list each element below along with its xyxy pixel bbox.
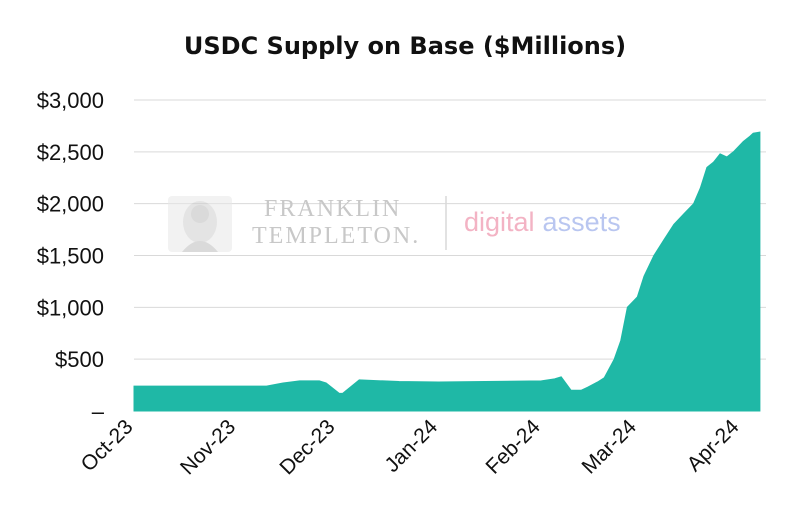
y-tick-label: $2,000 — [37, 192, 104, 217]
y-tick-label: $1,500 — [37, 244, 104, 269]
watermark-assets: assets — [543, 207, 621, 237]
franklin-logo-icon — [168, 196, 232, 252]
x-axis-ticks: Oct-23 Nov-23 Dec-23 Jan-24 Feb-24 Mar-24 Apr-… — [77, 415, 744, 479]
y-tick-label: $1,000 — [37, 295, 104, 320]
watermark-templeton: TEMPLETON. — [252, 223, 420, 249]
y-tick-label: $3,000 — [37, 88, 104, 113]
watermark: FRANKLIN TEMPLETON. digital assets — [168, 196, 621, 252]
y-tick-label: – — [92, 399, 105, 424]
x-tick-label: Oct-23 — [77, 415, 138, 476]
x-tick-label: Apr-24 — [683, 415, 744, 476]
y-tick-label: $2,500 — [37, 140, 104, 165]
watermark-digital: digital — [464, 207, 535, 237]
x-tick-label: Dec-23 — [275, 415, 339, 479]
x-tick-label: Mar-24 — [578, 415, 642, 479]
chart-title: USDC Supply on Base ($Millions) — [184, 32, 626, 60]
y-tick-label: $500 — [55, 347, 104, 372]
watermark-franklin: FRANKLIN — [264, 196, 401, 222]
x-tick-label: Jan-24 — [381, 415, 443, 477]
area-fill — [133, 131, 761, 412]
watermark-digital-assets: digital assets — [464, 207, 621, 237]
series-area — [133, 131, 761, 412]
y-axis-ticks: – $500 $1,000 $1,500 $2,000 $2,500 $3,000 — [37, 88, 105, 424]
x-tick-label: Nov-23 — [176, 415, 240, 479]
x-tick-label: Feb-24 — [482, 415, 546, 479]
